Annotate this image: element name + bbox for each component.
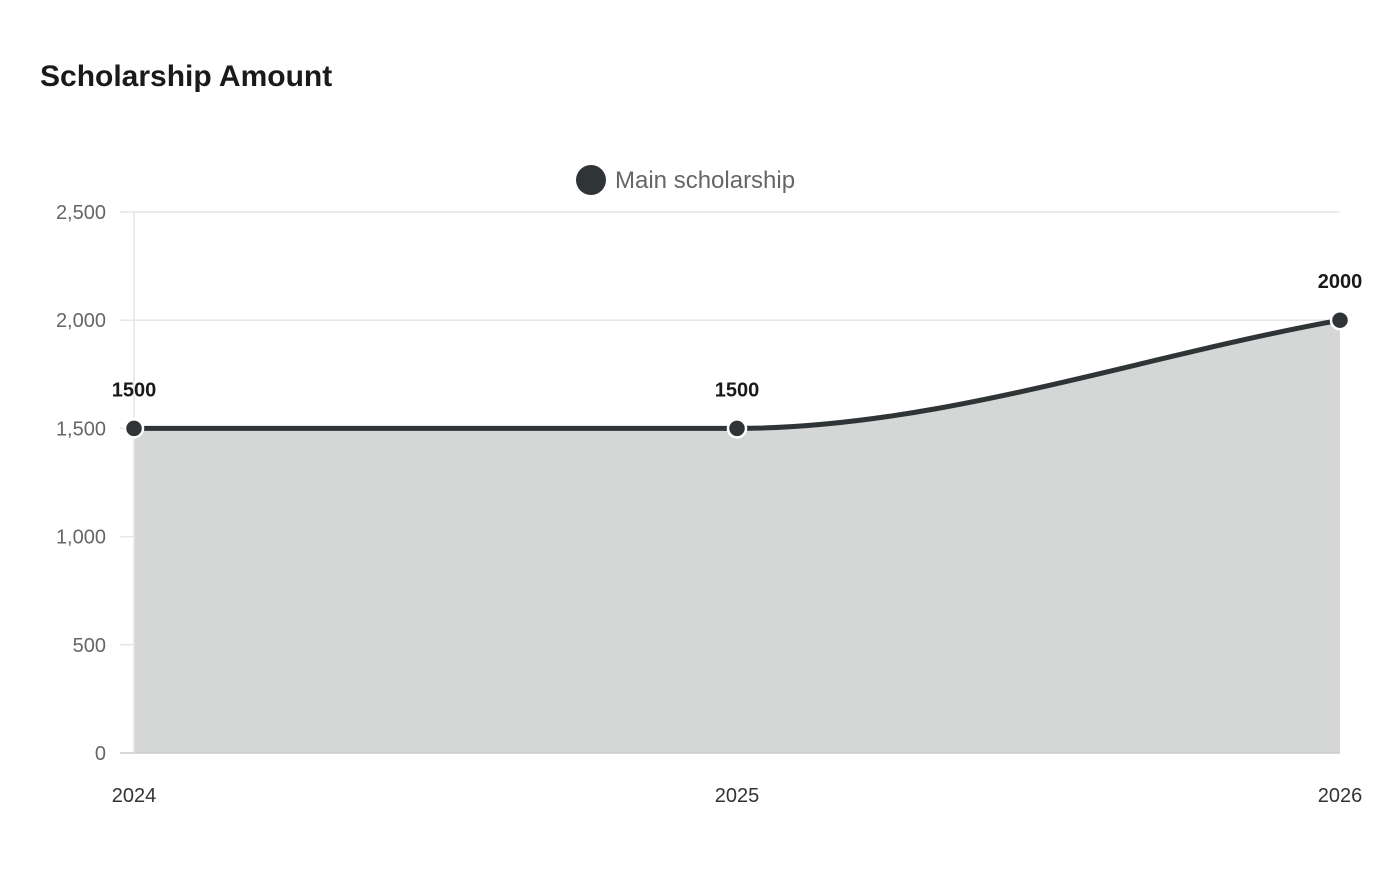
y-tick-label: 0 — [95, 743, 106, 765]
y-tick-label: 2,000 — [56, 310, 106, 332]
legend-marker — [576, 165, 606, 195]
data-label: 1500 — [715, 379, 760, 401]
x-tick-label: 2025 — [715, 785, 760, 807]
y-tick-label: 2,500 — [56, 202, 106, 224]
data-labels: 1500 1500 2000 — [112, 271, 1363, 401]
x-tick-label: 2026 — [1318, 785, 1363, 807]
chart-title: Scholarship Amount — [40, 60, 333, 93]
data-label: 1500 — [112, 379, 157, 401]
y-axis-tick-labels: 0 500 1,000 1,500 2,000 2,500 — [56, 202, 106, 765]
data-point[interactable] — [1329, 309, 1351, 331]
data-point[interactable] — [726, 418, 748, 439]
y-tick-label: 1,500 — [56, 418, 106, 440]
data-label: 2000 — [1318, 271, 1363, 293]
x-axis-tick-labels: 2024 2025 2026 — [112, 785, 1363, 807]
y-tick-label: 1,000 — [56, 527, 106, 549]
y-tick-label: 500 — [73, 635, 106, 657]
data-points — [123, 309, 1351, 439]
x-tick-label: 2024 — [112, 785, 157, 807]
data-point[interactable] — [123, 418, 145, 439]
legend-label: Main scholarship — [615, 167, 795, 194]
legend[interactable]: Main scholarship — [576, 165, 795, 195]
